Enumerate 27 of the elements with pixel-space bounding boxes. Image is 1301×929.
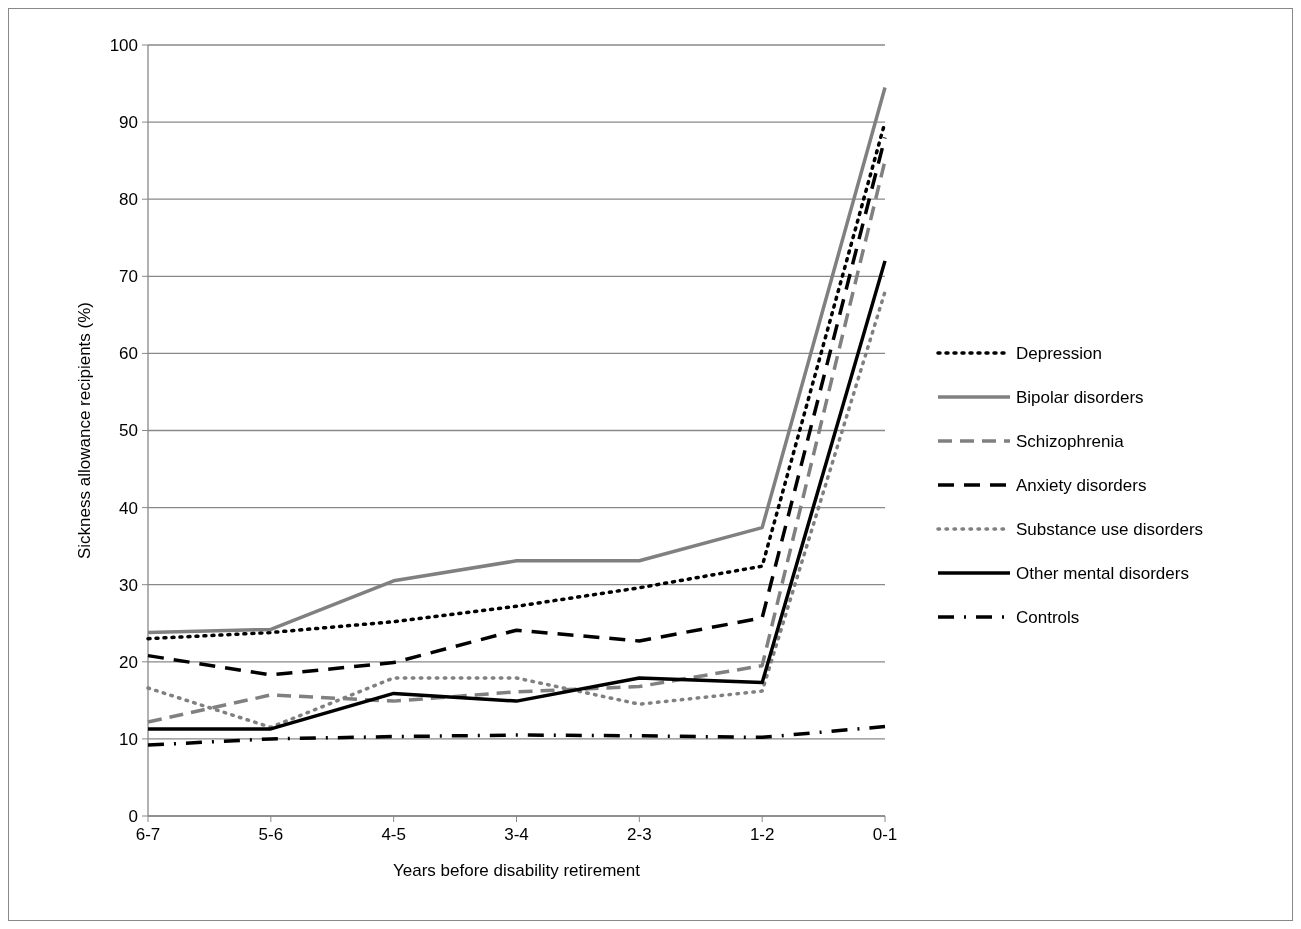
y-tick-label: 10	[119, 729, 138, 749]
x-axis-title: Years before disability retirement	[393, 861, 641, 880]
x-tick-label: 5-6	[258, 825, 284, 844]
x-tick-label: 2-3	[627, 825, 652, 844]
x-tick-label: 4-5	[381, 825, 406, 844]
y-tick-label: 20	[119, 652, 138, 672]
legend-label: Other mental disorders	[1016, 563, 1189, 583]
x-tick-label: 6-7	[135, 825, 161, 844]
legend-label: Substance use disorders	[1016, 519, 1204, 539]
y-tick-label: 0	[128, 806, 138, 826]
y-tick-label: 90	[119, 113, 138, 133]
y-tick-label: 30	[119, 575, 138, 595]
x-tick-label: 1-2	[749, 825, 775, 844]
legend-label: Depression	[1016, 343, 1102, 363]
y-tick-label: 80	[119, 190, 138, 210]
legend-label: Controls	[1016, 607, 1080, 627]
legend-label: Schizophrenia	[1016, 431, 1125, 451]
y-tick-label: 40	[119, 498, 138, 518]
legend-label: Bipolar disorders	[1016, 387, 1144, 407]
y-axis-title: Sickness allowance recipients (%)	[75, 302, 94, 559]
y-tick-label: 70	[119, 267, 138, 287]
y-tick-label: 50	[119, 421, 138, 441]
y-tick-label: 100	[109, 35, 138, 55]
x-tick-label: 3-4	[504, 825, 529, 844]
y-tick-label: 60	[119, 344, 138, 364]
x-tick-label: 0-1	[872, 825, 898, 844]
legend-label: Anxiety disorders	[1016, 475, 1147, 495]
